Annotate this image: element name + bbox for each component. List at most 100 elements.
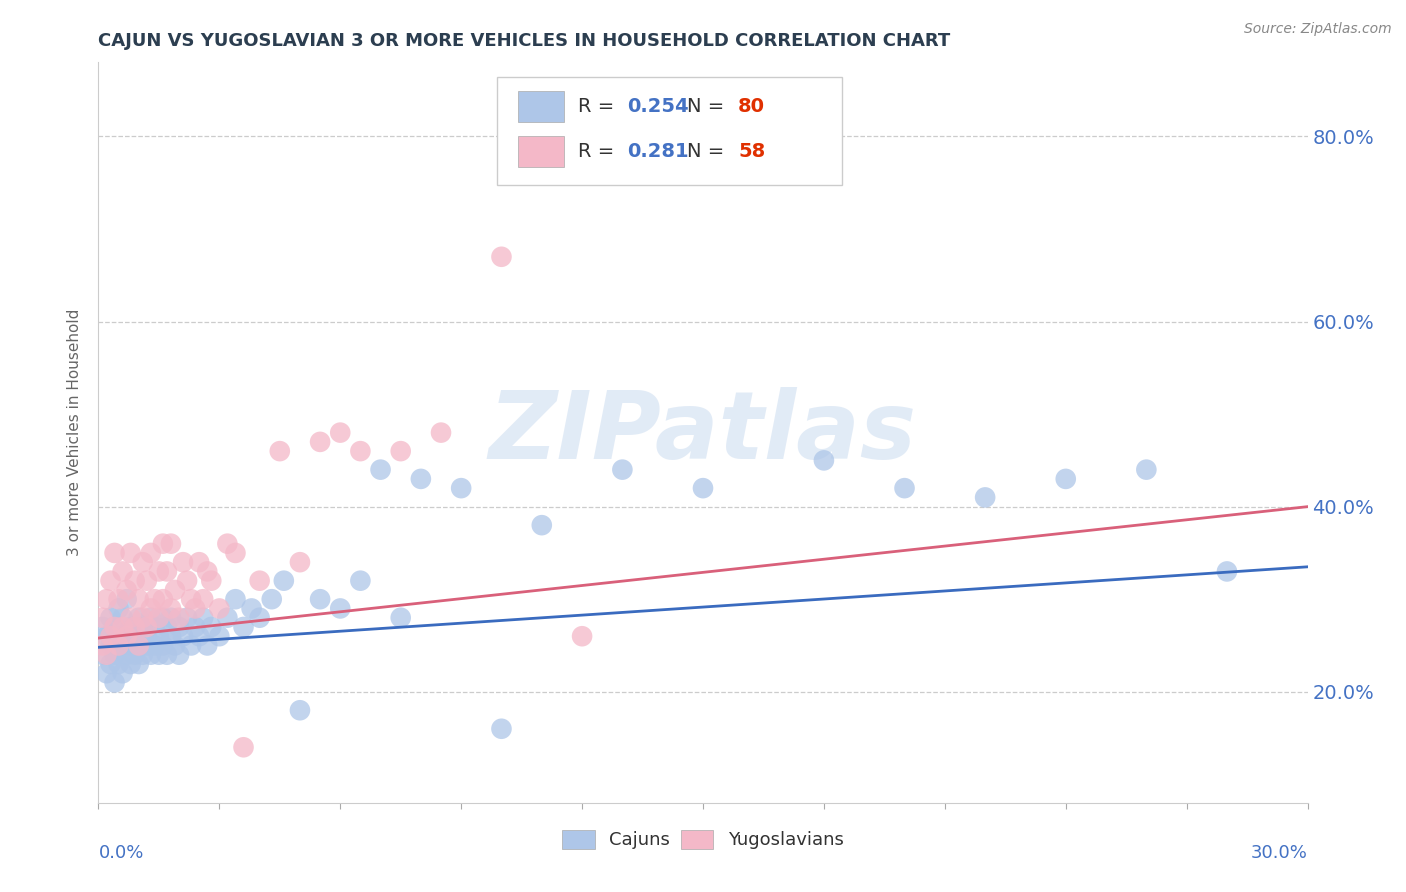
- Point: [152, 536, 174, 550]
- Text: 0.0%: 0.0%: [98, 845, 143, 863]
- Point: [167, 610, 190, 624]
- Point: [409, 472, 432, 486]
- Point: [124, 620, 146, 634]
- Point: [103, 648, 125, 662]
- Point: [195, 565, 218, 579]
- Point: [491, 250, 513, 264]
- Point: [132, 555, 155, 569]
- Text: N =: N =: [688, 97, 724, 116]
- Point: [224, 592, 246, 607]
- Point: [132, 610, 155, 624]
- Point: [96, 666, 118, 681]
- Point: [176, 610, 198, 624]
- Point: [288, 703, 311, 717]
- Text: 58: 58: [738, 142, 765, 161]
- Point: [530, 518, 553, 533]
- Point: [103, 546, 125, 560]
- Point: [156, 648, 179, 662]
- Point: [107, 639, 129, 653]
- Text: N =: N =: [688, 142, 724, 161]
- Point: [193, 592, 215, 607]
- Point: [143, 639, 166, 653]
- Point: [120, 639, 142, 653]
- Text: R =: R =: [578, 142, 614, 161]
- Point: [193, 610, 215, 624]
- Point: [111, 565, 134, 579]
- Point: [309, 434, 332, 449]
- Point: [893, 481, 915, 495]
- Point: [107, 657, 129, 671]
- Point: [111, 610, 134, 624]
- Point: [148, 629, 170, 643]
- Point: [249, 610, 271, 624]
- Point: [208, 601, 231, 615]
- Point: [571, 629, 593, 643]
- Point: [152, 610, 174, 624]
- Point: [115, 648, 138, 662]
- Point: [370, 462, 392, 476]
- Point: [160, 536, 183, 550]
- Point: [91, 648, 114, 662]
- Point: [188, 629, 211, 643]
- Point: [217, 536, 239, 550]
- Point: [208, 629, 231, 643]
- Point: [91, 610, 114, 624]
- Point: [389, 444, 412, 458]
- Point: [148, 610, 170, 624]
- Text: 0.254: 0.254: [627, 97, 689, 116]
- Point: [329, 601, 352, 615]
- Point: [692, 481, 714, 495]
- Point: [143, 592, 166, 607]
- FancyBboxPatch shape: [517, 91, 564, 122]
- Point: [107, 629, 129, 643]
- Point: [974, 491, 997, 505]
- Point: [260, 592, 283, 607]
- Point: [100, 657, 122, 671]
- Point: [132, 648, 155, 662]
- Point: [96, 592, 118, 607]
- Text: Source: ZipAtlas.com: Source: ZipAtlas.com: [1244, 22, 1392, 37]
- Point: [813, 453, 835, 467]
- Point: [103, 675, 125, 690]
- Point: [139, 546, 162, 560]
- Text: 0.281: 0.281: [627, 142, 689, 161]
- Point: [152, 592, 174, 607]
- Point: [120, 620, 142, 634]
- Point: [184, 601, 207, 615]
- Point: [128, 610, 150, 624]
- Point: [232, 740, 254, 755]
- Point: [180, 639, 202, 653]
- Legend: Cajuns, Yugoslavians: Cajuns, Yugoslavians: [555, 823, 851, 856]
- Point: [91, 639, 114, 653]
- Point: [124, 629, 146, 643]
- Point: [135, 574, 157, 588]
- Point: [163, 582, 186, 597]
- Point: [450, 481, 472, 495]
- Point: [128, 592, 150, 607]
- Point: [167, 620, 190, 634]
- Y-axis label: 3 or more Vehicles in Household: 3 or more Vehicles in Household: [67, 309, 83, 557]
- Point: [200, 574, 222, 588]
- Point: [176, 574, 198, 588]
- Point: [184, 620, 207, 634]
- Point: [160, 610, 183, 624]
- Point: [115, 592, 138, 607]
- Point: [96, 648, 118, 662]
- Point: [128, 639, 150, 653]
- Point: [100, 574, 122, 588]
- Point: [115, 629, 138, 643]
- Point: [240, 601, 263, 615]
- Point: [143, 620, 166, 634]
- Point: [430, 425, 453, 440]
- Point: [172, 629, 194, 643]
- Point: [111, 666, 134, 681]
- Point: [132, 620, 155, 634]
- Point: [107, 592, 129, 607]
- Point: [135, 620, 157, 634]
- Point: [139, 610, 162, 624]
- Point: [1135, 462, 1157, 476]
- Point: [273, 574, 295, 588]
- Point: [160, 601, 183, 615]
- Point: [148, 565, 170, 579]
- Point: [135, 629, 157, 643]
